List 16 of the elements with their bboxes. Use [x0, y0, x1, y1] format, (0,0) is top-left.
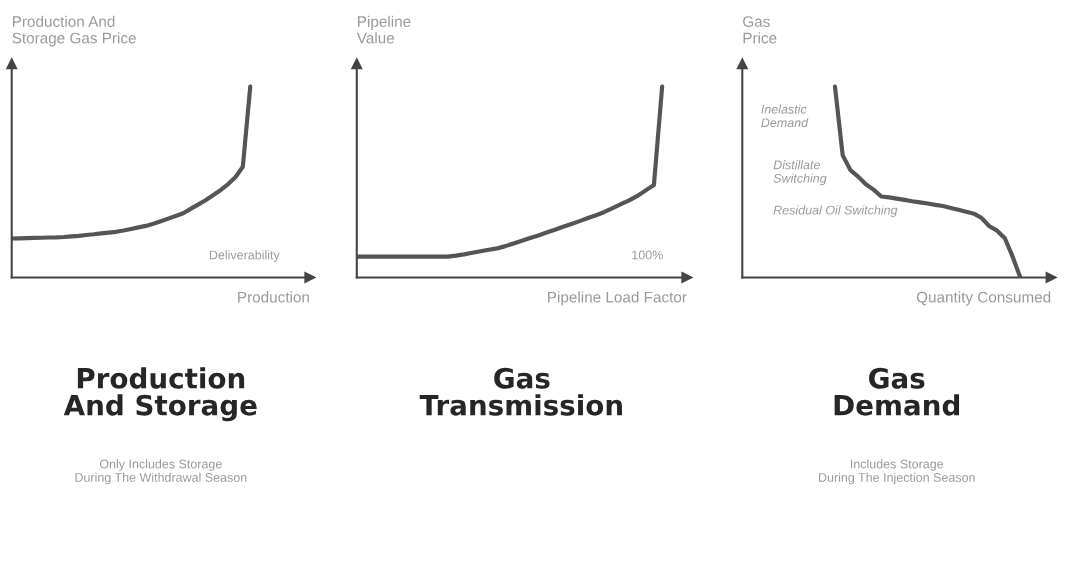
x-axis-title: Pipeline Load Factor — [548, 291, 687, 306]
text: Gas Demand — [834, 367, 960, 416]
text: Includes Storage During The Injection Season — [819, 459, 975, 485]
y-axis-title: Production And Storage Gas Price — [12, 15, 136, 47]
text: Only Includes Storage During The Withdrawal Season — [75, 459, 247, 485]
x-axis-title: Production — [238, 291, 309, 303]
annotation: 100% — [632, 250, 663, 260]
y-axis-title: Gas Price — [743, 16, 777, 44]
x-axis-title: Quantity Consumed — [916, 291, 1051, 306]
y-axis-title: Pipeline Value — [356, 15, 411, 44]
annotation: Distillate Switching — [773, 160, 827, 186]
annotation: Residual Oil Switching — [773, 205, 898, 217]
annotation: Inelastic Demand — [761, 104, 809, 128]
text: Production And Storage — [63, 367, 257, 422]
text: Gas Transmission — [419, 367, 622, 416]
annotation: Deliverability — [209, 250, 280, 262]
